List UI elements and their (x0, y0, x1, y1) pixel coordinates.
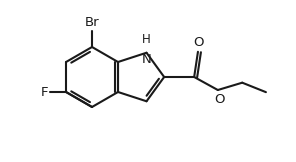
Text: H: H (142, 33, 151, 46)
Text: O: O (193, 36, 203, 49)
Text: O: O (215, 93, 225, 106)
Text: F: F (41, 86, 49, 98)
Text: N: N (142, 53, 152, 66)
Text: Br: Br (85, 17, 99, 29)
